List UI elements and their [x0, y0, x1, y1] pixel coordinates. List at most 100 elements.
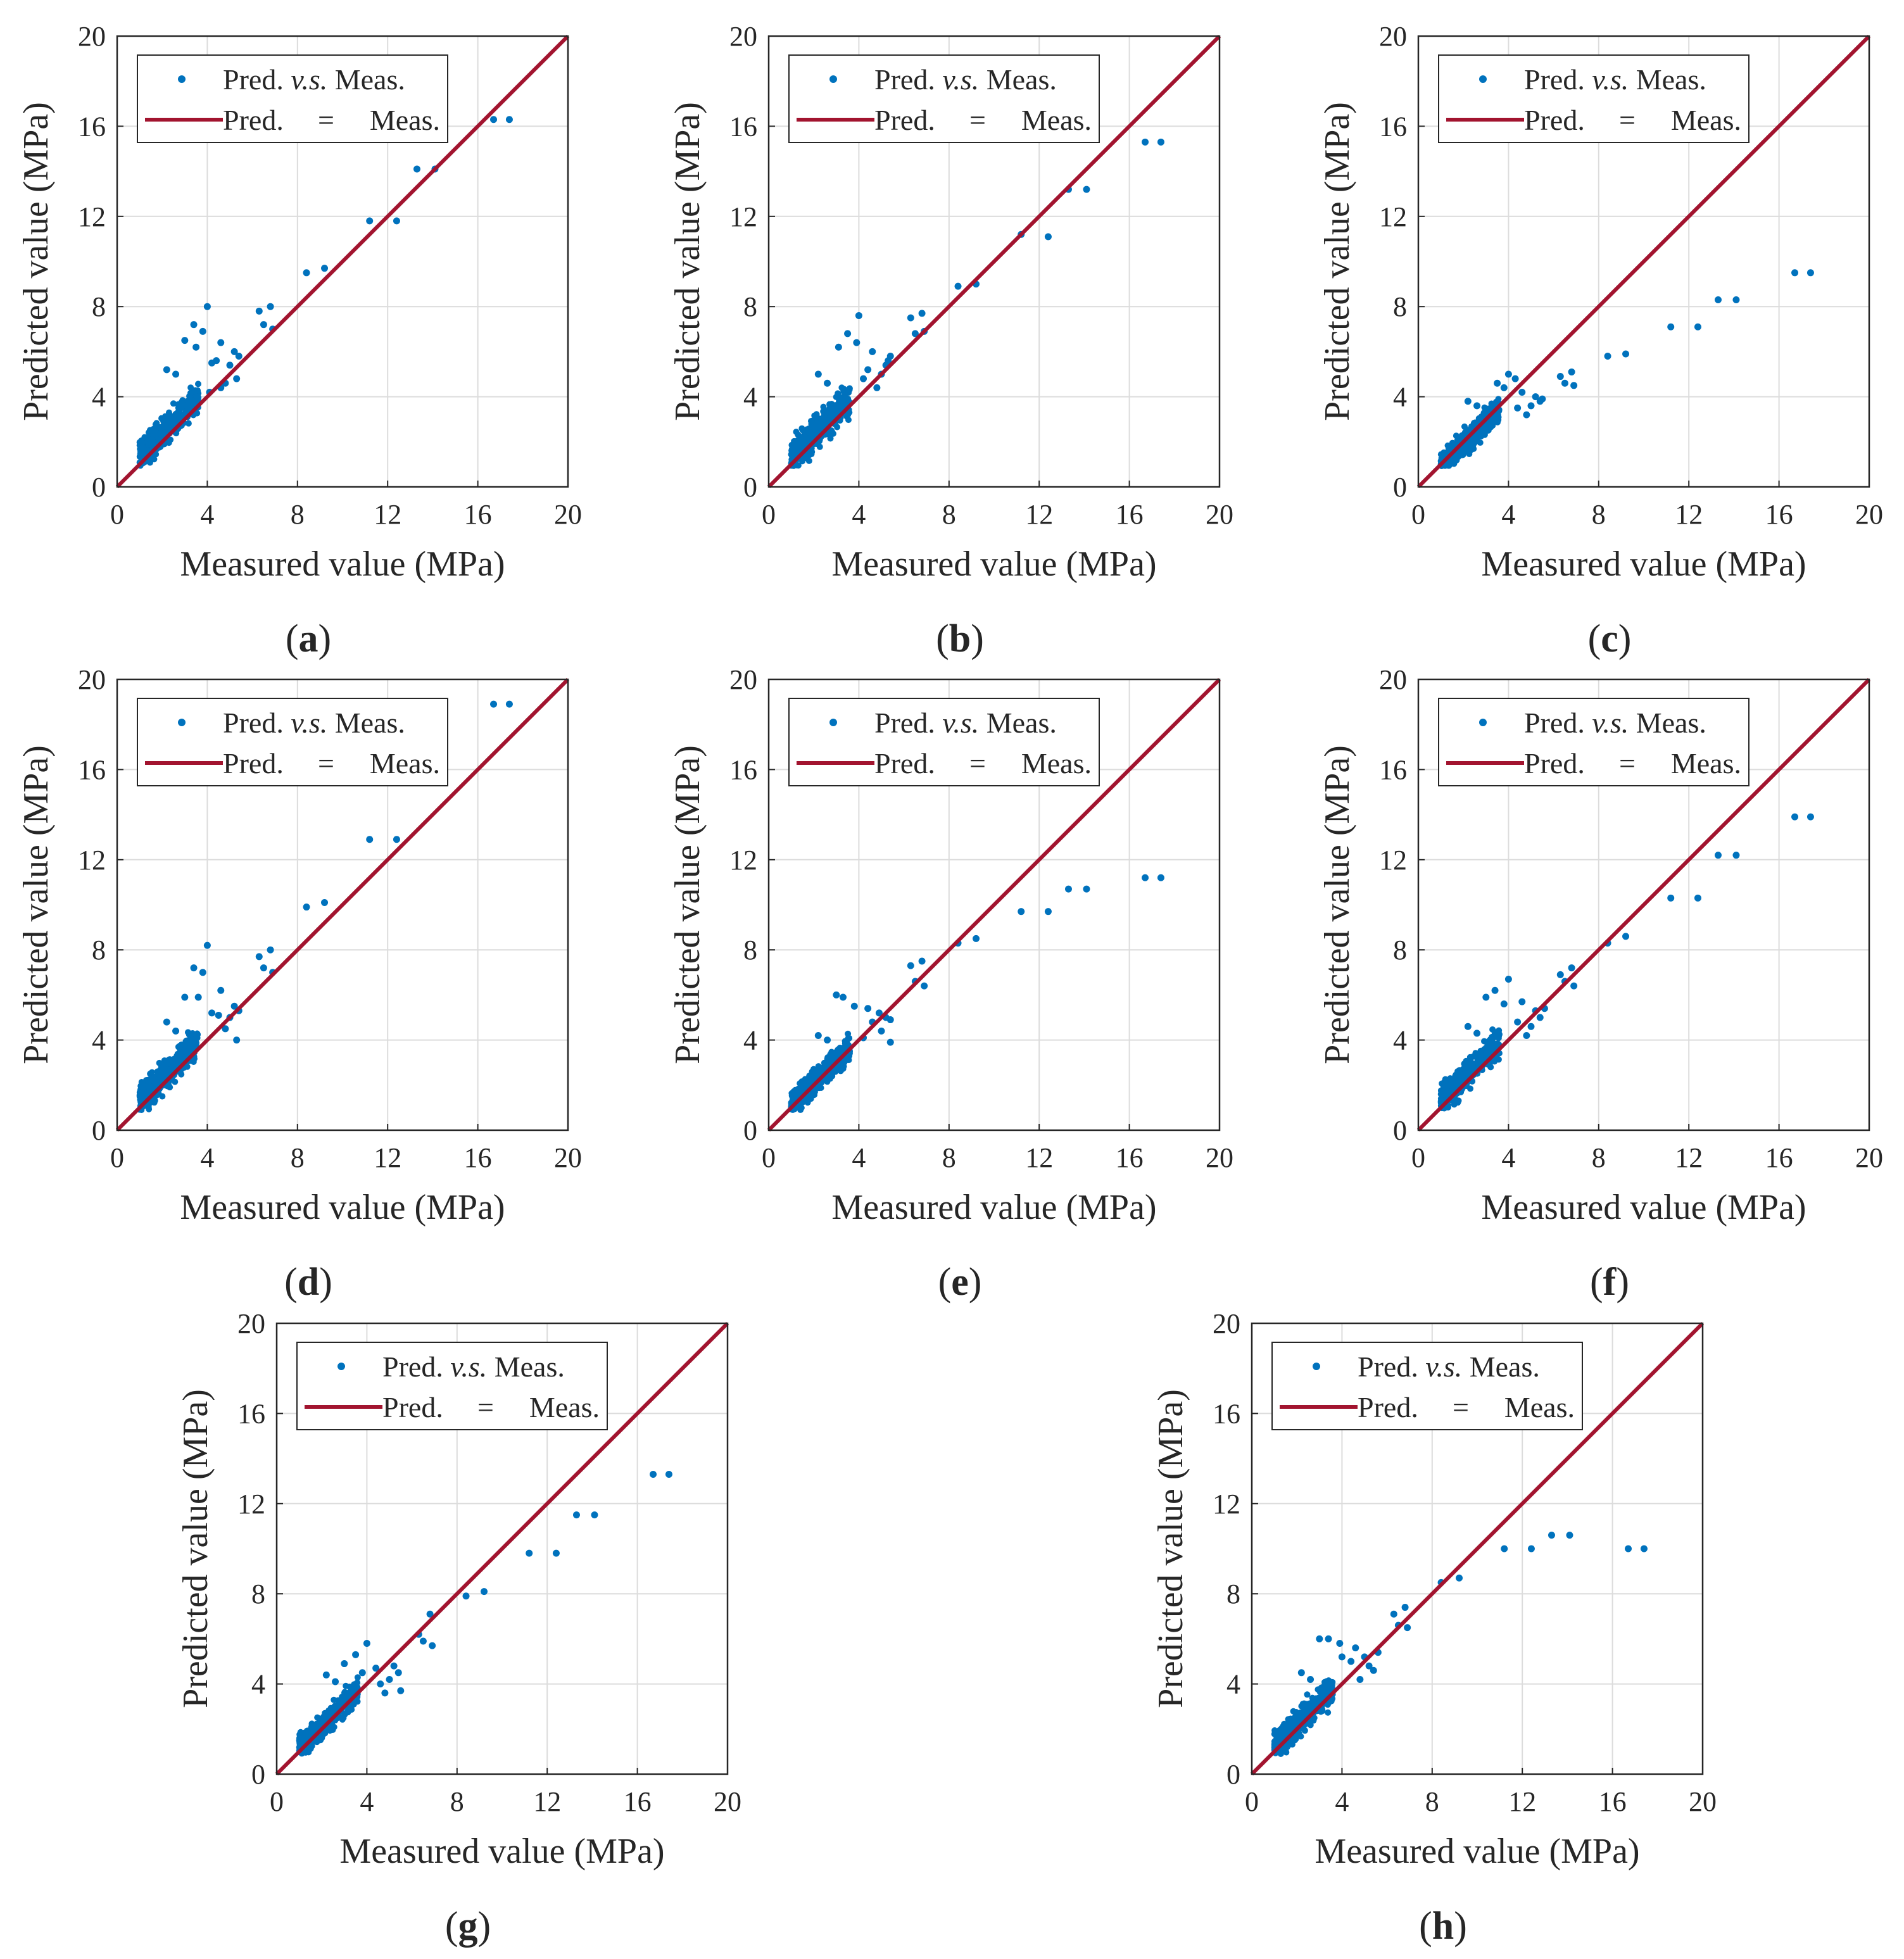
x-tick-label: 4 [852, 499, 866, 530]
data-point [1473, 402, 1481, 410]
data-point [267, 303, 274, 310]
data-point [844, 396, 851, 403]
data-point [814, 370, 822, 378]
y-tick-label: 20 [1213, 1308, 1240, 1339]
data-point [187, 389, 194, 396]
data-point [190, 321, 198, 329]
data-point [185, 420, 192, 427]
data-point [1301, 1727, 1308, 1734]
y-axis-label: Predicted value (MPa) [668, 745, 707, 1064]
data-point [1694, 323, 1701, 331]
data-point [171, 417, 178, 424]
data-point [1566, 1532, 1573, 1539]
x-tick-label: 8 [942, 499, 956, 530]
data-point [331, 1703, 338, 1710]
x-tick-label: 12 [1508, 1786, 1536, 1817]
data-point [194, 993, 202, 1001]
data-point [1297, 1669, 1305, 1677]
legend-line-label-a: Pred. [1524, 747, 1585, 779]
y-tick-label: 16 [1379, 754, 1407, 785]
data-point [885, 357, 892, 365]
x-tick-label: 8 [291, 499, 305, 530]
data-point [158, 1062, 165, 1069]
data-point [341, 1660, 348, 1668]
data-point [807, 1078, 814, 1085]
x-tick-label: 12 [1025, 499, 1053, 530]
data-point [490, 116, 498, 123]
data-point [817, 1085, 824, 1092]
data-point [1714, 852, 1722, 859]
data-point [1514, 1018, 1522, 1026]
data-point [1523, 1031, 1530, 1039]
data-point [1338, 1653, 1346, 1661]
data-point [1044, 233, 1052, 241]
x-axis-label: Measured value (MPa) [180, 1188, 505, 1227]
data-point [1791, 269, 1799, 277]
data-point [1477, 439, 1484, 446]
x-axis-label: Measured value (MPa) [1481, 545, 1806, 584]
data-point [864, 366, 872, 374]
data-point [1494, 379, 1501, 387]
data-point [190, 964, 198, 972]
data-point [178, 1071, 185, 1078]
data-point [814, 1031, 822, 1039]
y-axis-label: Predicted value (MPa) [16, 745, 56, 1064]
legend-scatter-label: Pred. v.s. Meas. [1524, 707, 1706, 739]
panel-e: 0 4 8 12 16 20 0 4 8 12 16 20 Measured value (MPa) Pr… [668, 664, 1233, 1304]
data-point [215, 1011, 222, 1019]
data-point [393, 217, 400, 225]
legend-line-label-a: Pred. [382, 1391, 443, 1423]
data-point [793, 429, 800, 436]
legend-box [788, 54, 1100, 143]
data-point [1336, 1640, 1344, 1647]
data-point [1440, 451, 1447, 458]
legend-box [1438, 698, 1750, 786]
panel-a: 0 4 8 12 16 20 0 4 8 12 16 20 Measured value (MPa) Pr… [16, 21, 582, 660]
x-tick-label: 16 [464, 1142, 492, 1173]
data-point [824, 1078, 831, 1085]
reference-line [115, 34, 570, 489]
y-axis-label: Predicted value (MPa) [1318, 102, 1357, 421]
x-axis-label: Measured value (MPa) [180, 545, 505, 584]
data-point [954, 282, 962, 290]
y-tick-label: 0 [1393, 1115, 1407, 1146]
data-point [1278, 1749, 1285, 1756]
panel-label: (b) [936, 617, 984, 660]
x-tick-label: 4 [1501, 1142, 1515, 1173]
data-point [326, 1708, 333, 1715]
legend-box [1438, 54, 1750, 143]
y-tick-label: 12 [1213, 1489, 1240, 1520]
legend-line-label-eq: = [318, 104, 334, 136]
reference-line [1416, 34, 1871, 489]
legend-scatter-label: Pred. v.s. Meas. [382, 1351, 565, 1383]
data-point [1491, 1058, 1498, 1065]
data-point [1456, 1574, 1463, 1582]
data-point [1496, 1027, 1503, 1034]
data-point [1556, 971, 1564, 978]
data-point [1157, 874, 1164, 881]
x-tick-label: 4 [200, 499, 214, 530]
data-point [505, 116, 513, 123]
data-point [233, 375, 241, 382]
data-point [845, 417, 852, 424]
x-tick-label: 12 [1025, 1142, 1053, 1173]
legend-scatter-label: Pred. v.s. Meas. [223, 63, 405, 96]
y-tick-label: 12 [78, 201, 106, 232]
data-point [199, 969, 206, 976]
data-point [1083, 186, 1090, 193]
data-point [1315, 1686, 1321, 1693]
data-point [1142, 138, 1149, 146]
legend-box [296, 1342, 608, 1430]
y-axis-label: Predicted value (MPa) [1151, 1389, 1190, 1708]
panel-c: 0 4 8 12 16 20 0 4 8 12 16 20 Measured value (MPa) Pr… [1318, 21, 1883, 660]
panel-label: (c) [1588, 617, 1632, 660]
y-tick-label: 16 [729, 111, 757, 142]
data-point [816, 443, 823, 450]
x-tick-label: 8 [1425, 1786, 1439, 1817]
y-tick-label: 12 [729, 201, 757, 232]
y-axis-label: Predicted value (MPa) [1318, 745, 1357, 1064]
data-point [875, 1009, 883, 1017]
data-point [1732, 852, 1740, 859]
data-point [377, 1680, 384, 1688]
data-point [222, 1025, 229, 1033]
